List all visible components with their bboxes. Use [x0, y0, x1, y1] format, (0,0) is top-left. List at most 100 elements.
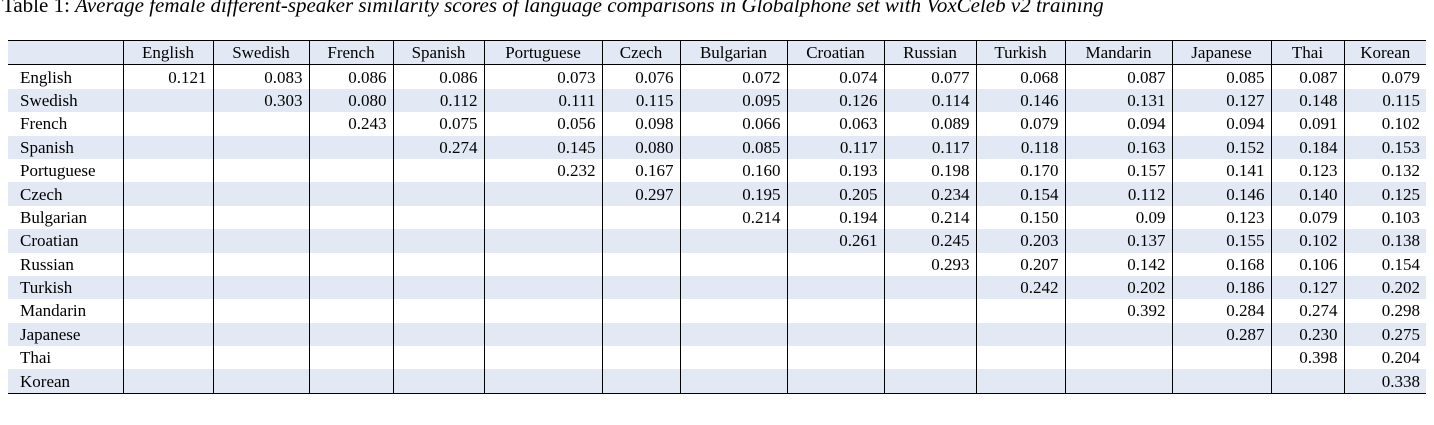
table-cell: 0.163 [1064, 135, 1172, 159]
table-cell [483, 322, 602, 347]
table-cell [679, 322, 787, 347]
table-cell: 0.154 [1343, 252, 1426, 276]
table-cell [483, 275, 602, 300]
table-cell [483, 182, 602, 206]
table-cell: 0.148 [1270, 88, 1344, 113]
table-cell [883, 299, 976, 323]
table-cell [212, 205, 309, 230]
table-cell: 0.287 [1171, 322, 1271, 347]
similarity-table: English Swedish French Spanish Portuguese Cze… [8, 39, 1426, 394]
row-header: English [20, 67, 72, 87]
table-cell: 0.102 [1343, 112, 1426, 136]
row-header: Croatian [8, 229, 123, 253]
caption-lead: Table 1: [2, 0, 76, 17]
table-cell: 0.063 [786, 112, 884, 136]
table-cell: 0.074 [786, 64, 884, 89]
table-cell [212, 252, 309, 276]
table-row: Swedish 0.303 0.080 0.112 0.111 0.115 0.095 0.1… [8, 88, 1426, 113]
table-cell [601, 322, 680, 347]
table-row: Czech 0.297 0.195 0.205 0.234 0.154 0.112 0.146… [8, 182, 1426, 206]
table-cell: 0.284 [1171, 299, 1271, 323]
column-header: Russian [883, 39, 976, 66]
table-cell: 0.398 [1270, 346, 1344, 370]
table-cell [483, 229, 602, 253]
table-cell: 0.095 [679, 88, 787, 113]
table-row: Thai 0.398 0.204 [8, 346, 1426, 370]
table-row: Japanese 0.287 0.230 0.275 [8, 322, 1426, 347]
table-cell: 0.106 [1270, 252, 1344, 276]
table-cell: 0.214 [883, 205, 976, 230]
table-cell [1270, 369, 1344, 394]
table-cell: 0.232 [483, 158, 602, 183]
table-cell [601, 229, 680, 253]
column-header: Croatian [786, 39, 884, 66]
table-cell [212, 369, 309, 394]
table-cell: 0.056 [483, 112, 602, 136]
table-cell [308, 346, 393, 370]
table-cell: 0.080 [601, 135, 680, 159]
table-row: Portuguese 0.232 0.167 0.160 0.193 0.198 0.170… [8, 158, 1426, 183]
table-cell [392, 205, 484, 230]
table-cell: 0.168 [1171, 252, 1271, 276]
table-cell: 0.111 [483, 88, 602, 113]
table-cell [392, 322, 484, 347]
table-cell: 0.127 [1171, 88, 1271, 113]
table-cell [975, 299, 1065, 323]
table-cell [483, 205, 602, 230]
table-cell: 0.079 [1343, 64, 1426, 89]
table-cell: 0.202 [1343, 275, 1426, 300]
table-cell: 0.086 [308, 64, 393, 89]
table-cell: 0.066 [679, 112, 787, 136]
table-cell: 0.118 [975, 135, 1065, 159]
table-cell: 0.245 [883, 229, 976, 253]
table-cell [122, 346, 213, 370]
table-cell [679, 369, 787, 394]
table-cell [308, 252, 393, 276]
table-cell: 0.205 [786, 182, 884, 206]
table-cell: 0.145 [483, 135, 602, 159]
table-cell [122, 299, 213, 323]
table-cell [601, 275, 680, 300]
table-cell [483, 369, 602, 394]
table-cell [601, 205, 680, 230]
table-cell: 0.115 [1343, 88, 1426, 113]
table-cell: 0.085 [1171, 64, 1271, 89]
table-cell [883, 369, 976, 394]
column-header: Portuguese [483, 39, 602, 66]
table-cell: 0.153 [1343, 135, 1426, 159]
table-cell [679, 299, 787, 323]
row-header: Portuguese [20, 161, 96, 181]
table-cell: 0.121 [122, 64, 213, 89]
table-cell [786, 299, 884, 323]
table-cell [1064, 322, 1172, 347]
table-cell: 0.152 [1171, 135, 1271, 159]
table-cell: 0.115 [601, 88, 680, 113]
row-header: Japanese [8, 322, 123, 347]
table-cell: 0.203 [975, 229, 1065, 253]
table-cell [786, 252, 884, 276]
table-cell [122, 275, 213, 300]
table-cell: 0.214 [679, 205, 787, 230]
table-caption: Table 1: Average female different-speake… [0, 0, 1434, 18]
table-cell [122, 88, 213, 113]
table-cell: 0.079 [1270, 205, 1344, 230]
table-cell: 0.155 [1171, 229, 1271, 253]
table-cell [308, 369, 393, 394]
table-cell [392, 299, 484, 323]
column-header: Mandarin [1064, 39, 1172, 66]
table-cell: 0.086 [392, 64, 484, 89]
table-cell: 0.146 [1171, 182, 1271, 206]
column-header: Bulgarian [679, 39, 787, 66]
table-cell [308, 322, 393, 347]
table-cell: 0.083 [212, 64, 309, 89]
column-header: English [122, 39, 213, 66]
table-cell: 0.242 [975, 275, 1065, 300]
table-cell: 0.186 [1171, 275, 1271, 300]
corner-cell [8, 39, 123, 66]
table-cell [679, 346, 787, 370]
table-cell: 0.127 [1270, 275, 1344, 300]
table-cell [883, 346, 976, 370]
table-cell: 0.087 [1270, 64, 1344, 89]
table-cell: 0.076 [601, 64, 680, 89]
table-cell: 0.274 [392, 135, 484, 159]
